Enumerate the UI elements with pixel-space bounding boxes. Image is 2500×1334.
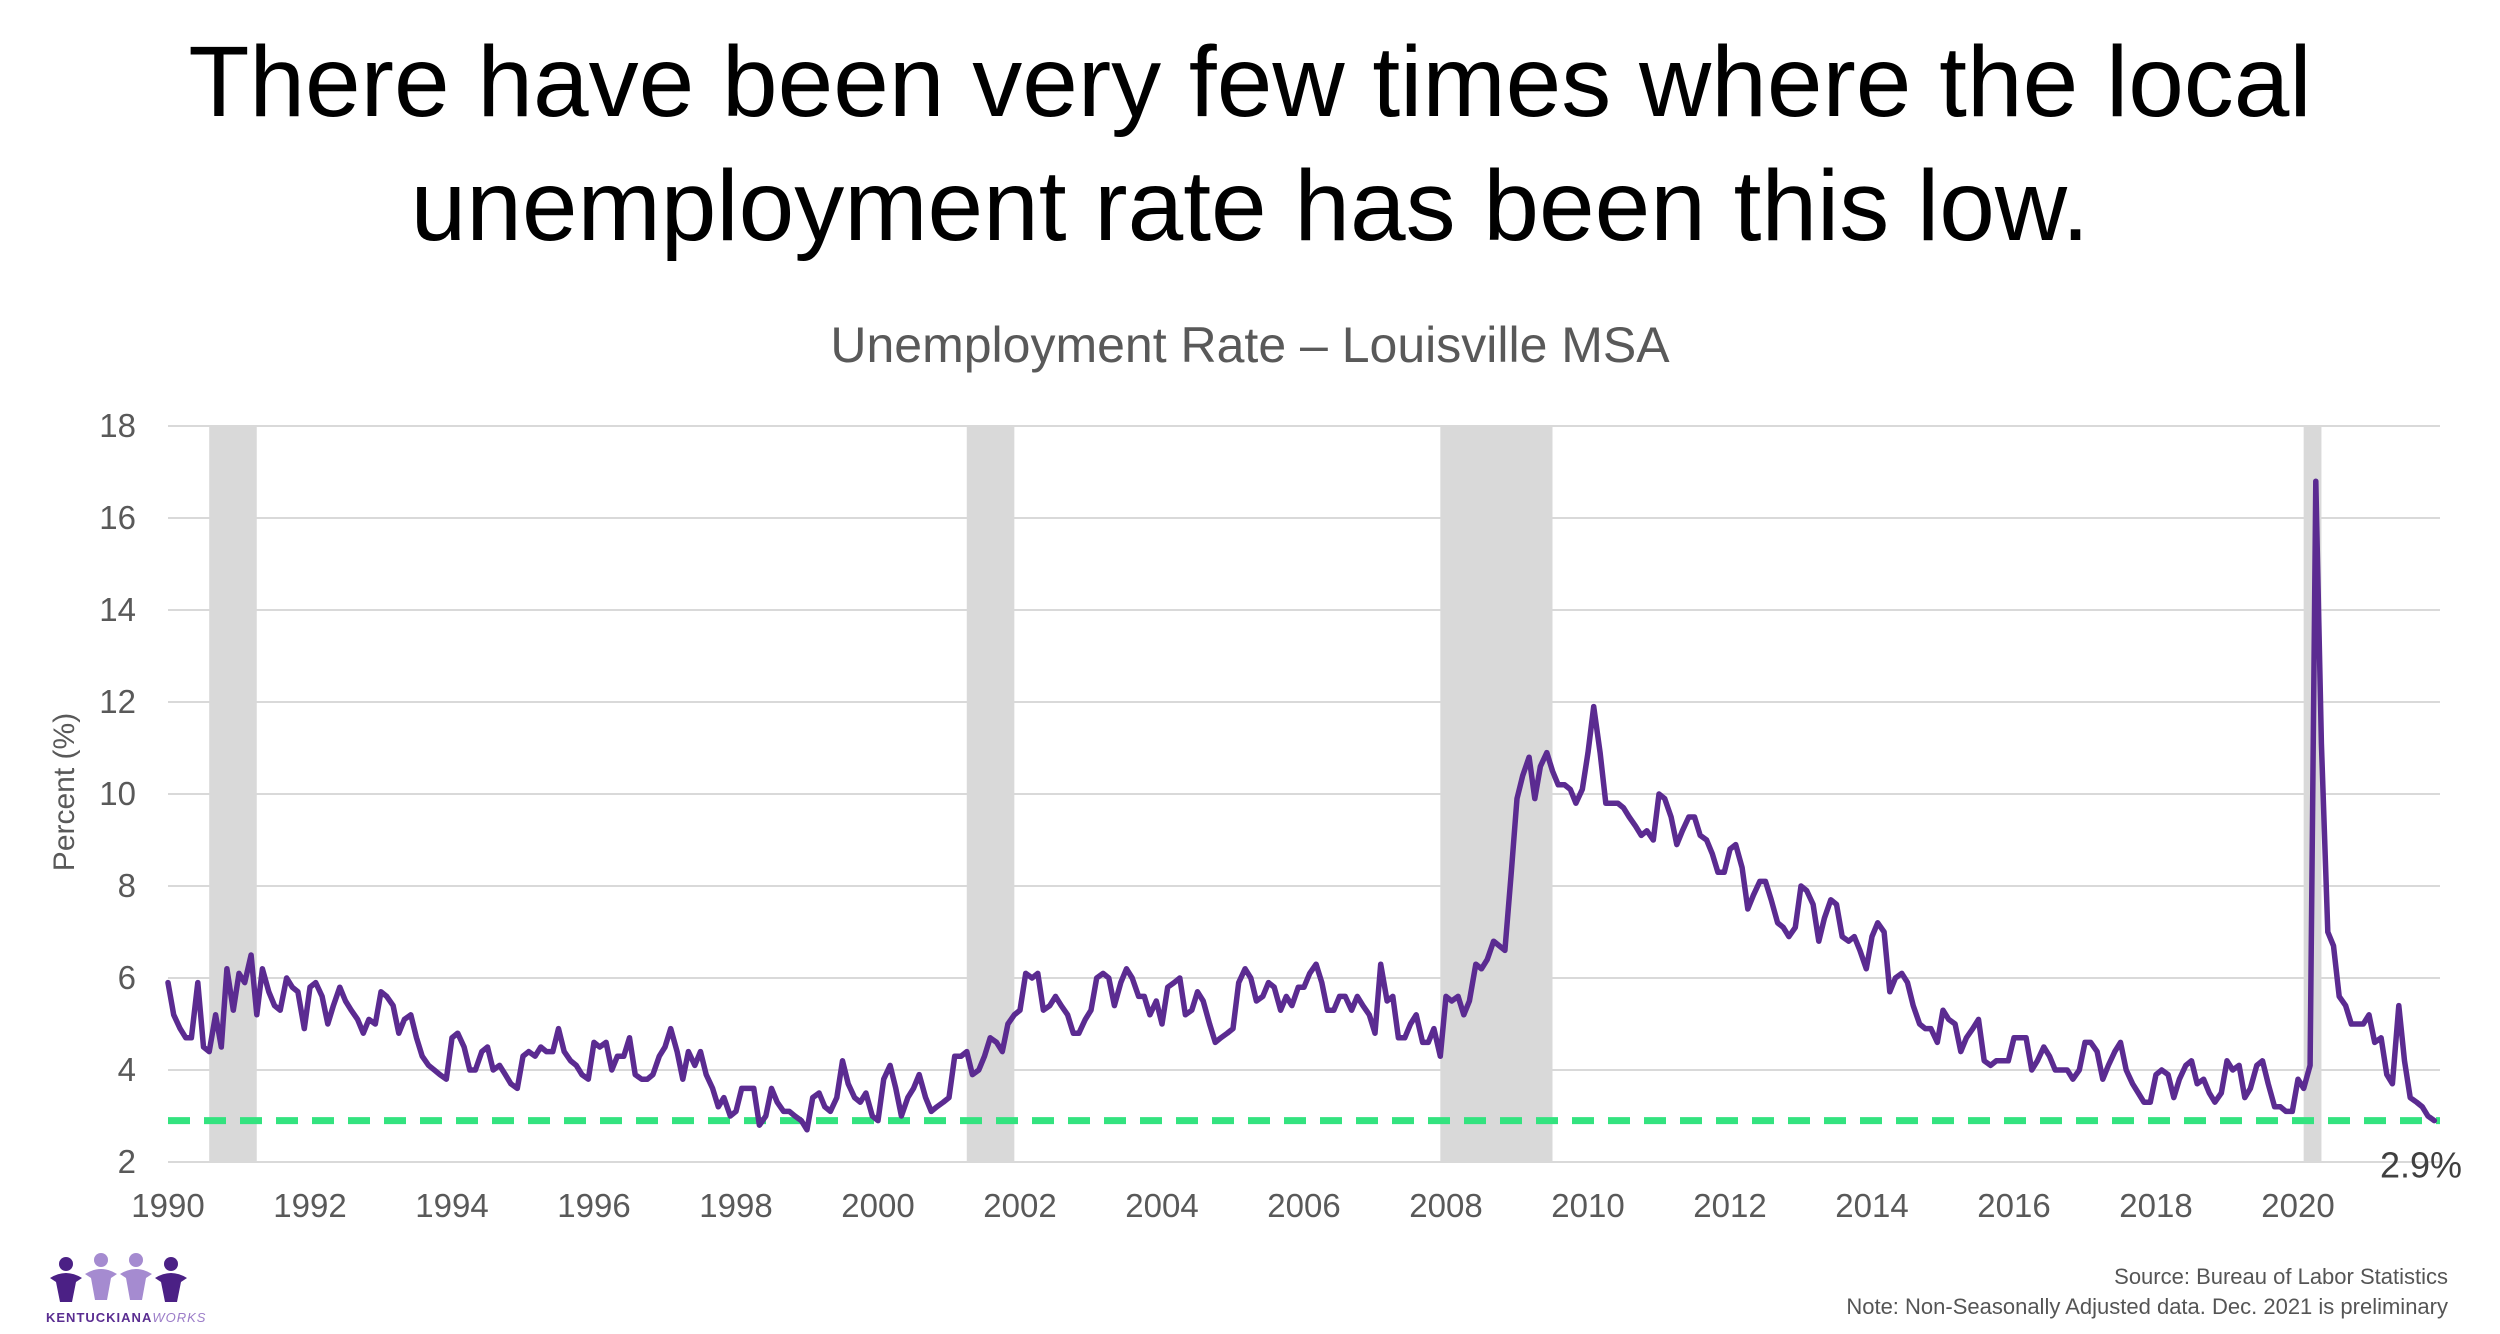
x-tick-label: 1994 xyxy=(415,1187,488,1224)
logo-figure-head-1 xyxy=(59,1257,73,1271)
logo-figure-head-4 xyxy=(164,1257,178,1271)
x-tick-label: 1998 xyxy=(699,1187,772,1224)
kentuckiana-works-logo xyxy=(50,1253,187,1302)
source-notes: Source: Bureau of Labor Statistics Note:… xyxy=(1846,1262,2448,1322)
x-tick-label: 2008 xyxy=(1409,1187,1482,1224)
x-tick-label: 2018 xyxy=(2119,1187,2192,1224)
y-tick-label: 6 xyxy=(118,959,136,996)
x-tick-label: 1996 xyxy=(557,1187,630,1224)
x-tick-label: 1990 xyxy=(131,1187,204,1224)
headline-line-2: unemployment rate has been this low. xyxy=(410,150,2090,262)
x-tick-label: 1992 xyxy=(273,1187,346,1224)
y-tick-labels: 2 4 6 8 10 12 14 16 18 xyxy=(99,407,136,1180)
headline-line-1: There have been very few times where the… xyxy=(188,26,2312,138)
x-tick-label: 2002 xyxy=(983,1187,1056,1224)
series-line-1 xyxy=(165,478,2438,1133)
y-tick-label: 10 xyxy=(99,775,136,812)
x-tick-label: 2020 xyxy=(2261,1187,2334,1224)
note-line: Note: Non-Seasonally Adjusted data. Dec.… xyxy=(1846,1294,2448,1319)
chart-title: Unemployment Rate – Louisville MSA xyxy=(830,317,1670,373)
y-tick-label: 4 xyxy=(118,1051,136,1088)
logo-figure-head-3 xyxy=(129,1253,143,1267)
y-tick-label: 16 xyxy=(99,499,136,536)
y-tick-label: 14 xyxy=(99,591,136,628)
gridlines xyxy=(168,425,2440,1163)
logo-wordmark: KENTUCKIANAWORKS xyxy=(46,1310,207,1325)
x-tick-label: 2012 xyxy=(1693,1187,1766,1224)
source-line: Source: Bureau of Labor Statistics xyxy=(2114,1264,2448,1289)
y-tick-label: 8 xyxy=(118,867,136,904)
y-tick-label: 12 xyxy=(99,683,136,720)
x-tick-label: 2004 xyxy=(1125,1187,1198,1224)
x-tick-labels: 1990 1992 1994 1996 1998 2000 2002 2004 2006 2008… xyxy=(131,1187,2334,1224)
x-tick-label: 2006 xyxy=(1267,1187,1340,1224)
series-group xyxy=(165,478,2438,1133)
x-tick-label: 2014 xyxy=(1835,1187,1908,1224)
x-tick-label: 2010 xyxy=(1551,1187,1624,1224)
logo-figure-head-2 xyxy=(94,1253,108,1267)
y-tick-label: 18 xyxy=(99,407,136,444)
y-axis-label: Percent (%) xyxy=(48,713,81,871)
headline: There have been very few times where the… xyxy=(0,20,2500,268)
x-tick-label: 2016 xyxy=(1977,1187,2050,1224)
reference-line-label: 2.9% xyxy=(2380,1145,2462,1186)
y-tick-label: 2 xyxy=(118,1143,136,1180)
x-tick-label: 2000 xyxy=(841,1187,914,1224)
